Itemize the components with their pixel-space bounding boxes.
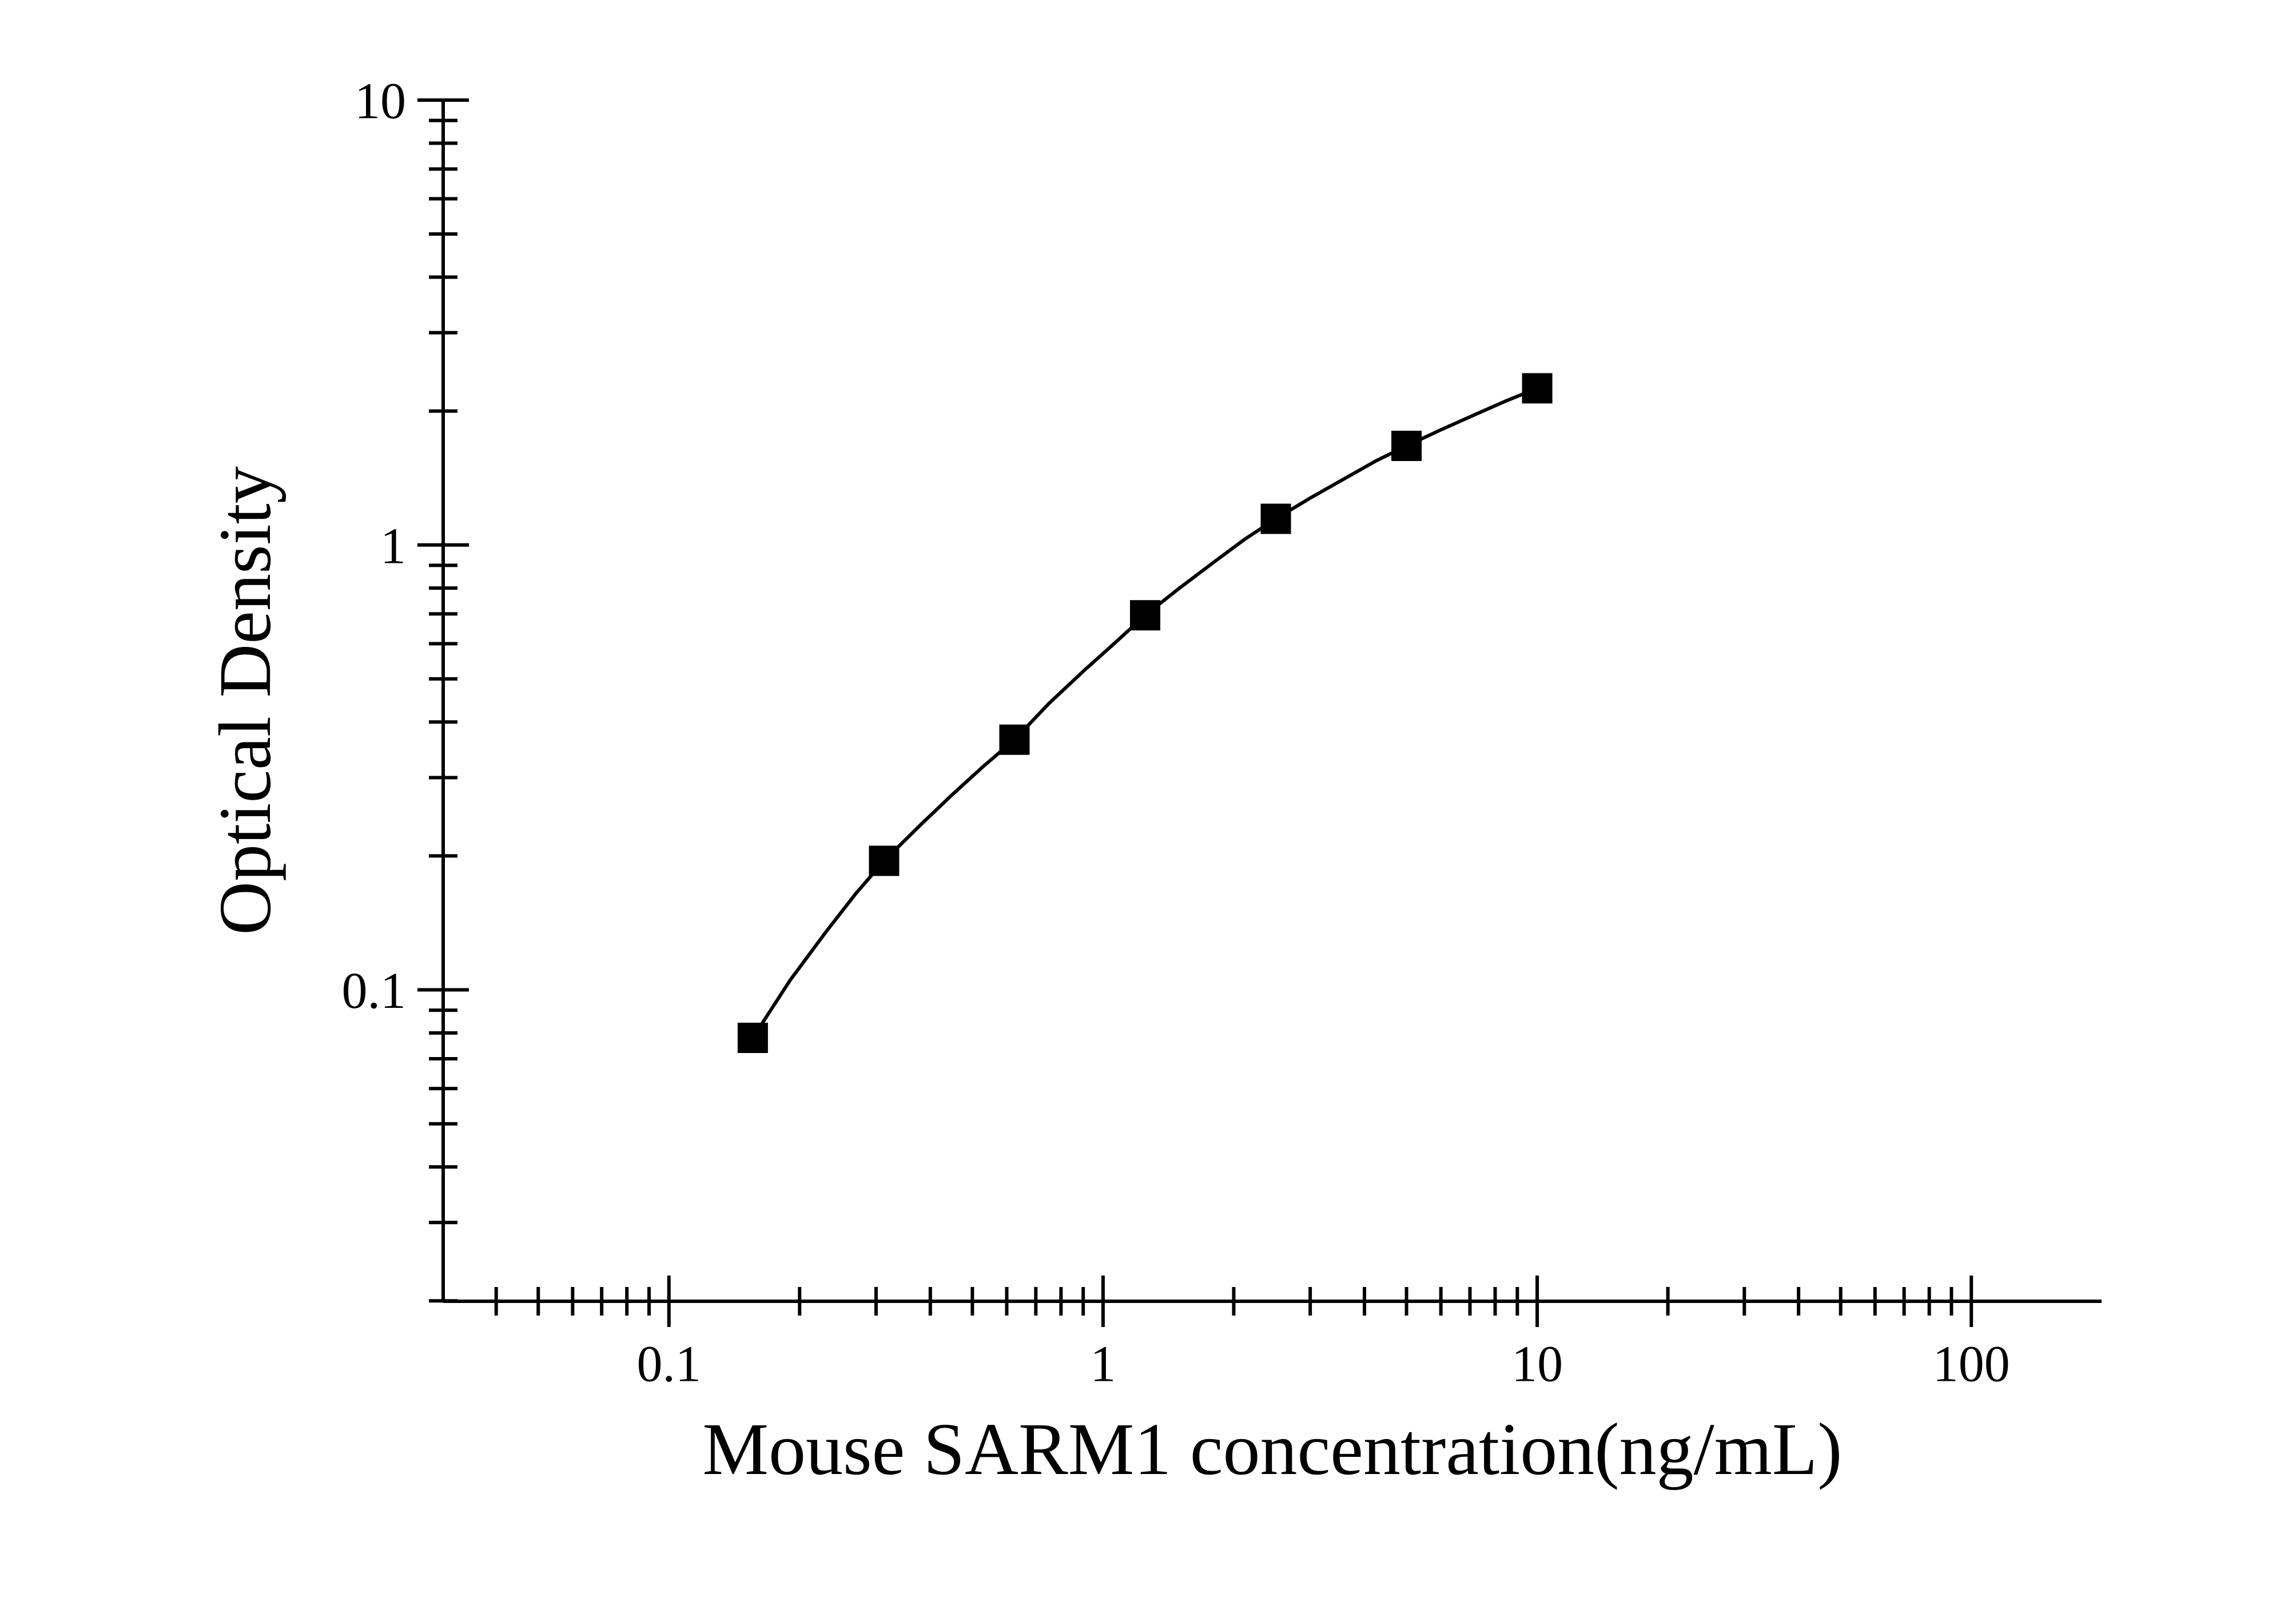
chart-svg: 0.1 1 10 100 0.1 1 10 Mouse SARM1 concentration…	[0, 0, 2296, 1605]
y-tick-label: 1	[380, 518, 406, 574]
series-marker	[1522, 374, 1552, 403]
x-axis-label: Mouse SARM1 concentration(ng/mL)	[702, 1408, 1842, 1491]
x-tick-label: 10	[1511, 1336, 1563, 1393]
y-tick-label: 0.1	[342, 963, 407, 1019]
series-marker	[1130, 601, 1160, 630]
series-marker	[738, 1023, 767, 1052]
y-tick-label: 10	[355, 73, 406, 130]
x-tick-label: 1	[1090, 1336, 1116, 1393]
x-tick-label: 0.1	[637, 1336, 702, 1393]
series-marker	[869, 846, 899, 876]
series-marker	[1261, 504, 1291, 534]
x-tick-label: 100	[1933, 1336, 2010, 1393]
y-axis-label: Optical Density	[204, 466, 286, 935]
chart-container: 0.1 1 10 100 0.1 1 10 Mouse SARM1 concentration…	[0, 0, 2296, 1605]
series-marker	[1392, 431, 1422, 461]
series-marker	[1000, 725, 1029, 754]
